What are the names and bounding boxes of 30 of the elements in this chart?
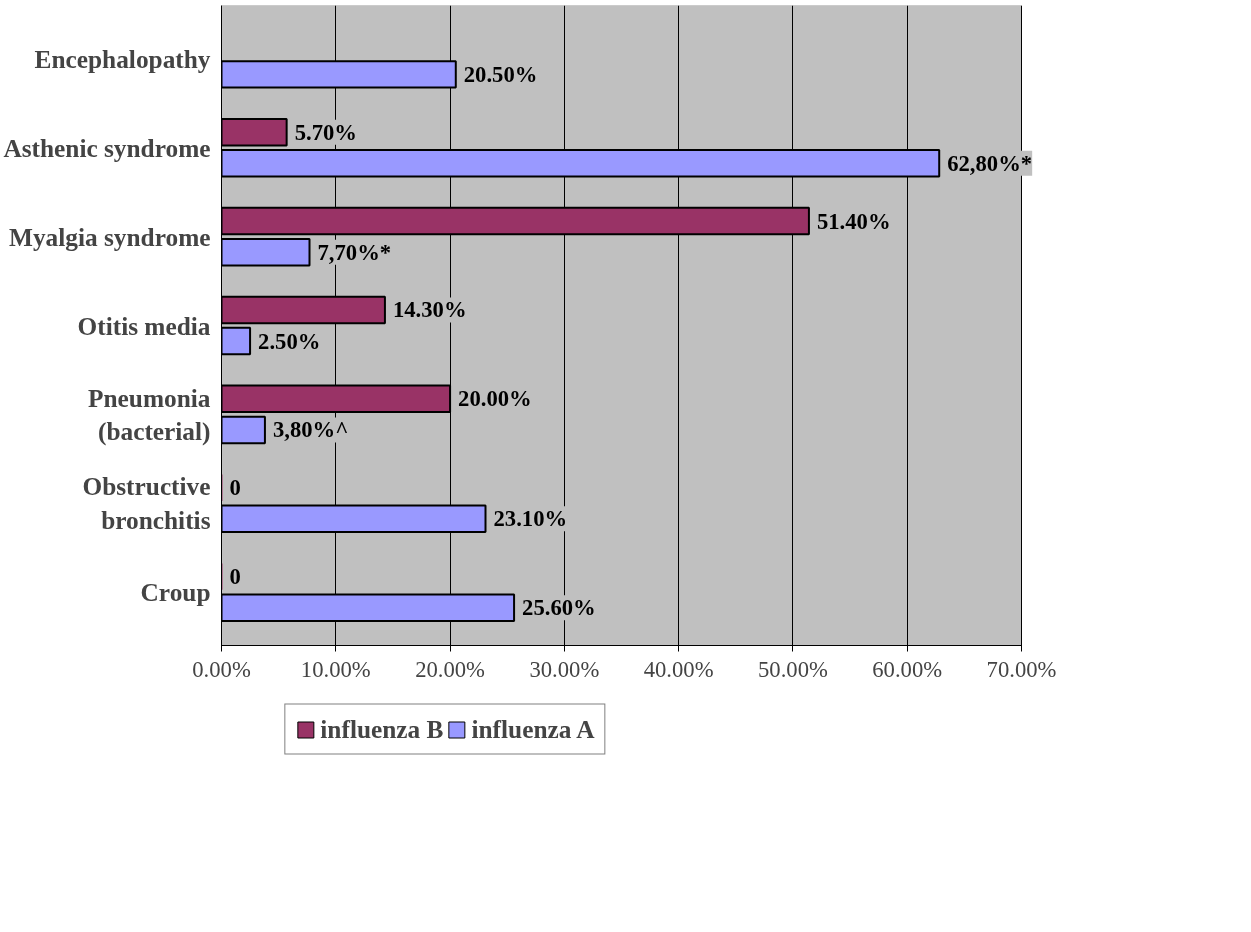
data-label: 14.30% bbox=[392, 297, 467, 323]
data-label: 2.50% bbox=[258, 328, 321, 354]
data-label: 0 bbox=[229, 564, 241, 590]
data-label: 20.00% bbox=[458, 386, 532, 412]
y-tick-label: Obstructive bronchitis bbox=[82, 472, 211, 535]
legend-label: influenza A bbox=[471, 714, 595, 744]
data-label: 25.60% bbox=[522, 595, 596, 621]
y-tick-label: Encephalopathy bbox=[34, 44, 211, 73]
data-label: 5.70% bbox=[294, 119, 357, 145]
legend-label: influenza B bbox=[320, 714, 444, 744]
data-label: 20.50% bbox=[463, 61, 538, 87]
y-tick-label: Asthenic syndrome bbox=[3, 133, 211, 162]
y-tick-label: Croup bbox=[140, 578, 211, 607]
data-label: 62,80%* bbox=[947, 150, 1033, 176]
data-label: 23.10% bbox=[493, 506, 568, 532]
data-label: 7,70%* bbox=[317, 239, 392, 265]
x-tick-label: 30.00% bbox=[529, 656, 600, 682]
x-tick-label: 40.00% bbox=[643, 656, 714, 682]
y-tick-label: Myalgia syndrome bbox=[9, 222, 211, 251]
data-label: 0 bbox=[229, 475, 241, 501]
x-tick-label: 0.00% bbox=[192, 656, 251, 682]
y-tick-label: Otitis media bbox=[77, 311, 211, 340]
data-label: 3,80%^ bbox=[272, 417, 349, 443]
x-tick-label: 60.00% bbox=[872, 656, 943, 682]
data-label: 51.40% bbox=[816, 208, 891, 234]
x-tick-label: 50.00% bbox=[758, 656, 828, 682]
x-tick-label: 10.00% bbox=[300, 656, 371, 682]
y-tick-label: Pneumonia (bacterial) bbox=[88, 383, 211, 447]
x-tick-label: 70.00% bbox=[986, 656, 1057, 682]
x-tick-label: 20.00% bbox=[415, 656, 486, 682]
